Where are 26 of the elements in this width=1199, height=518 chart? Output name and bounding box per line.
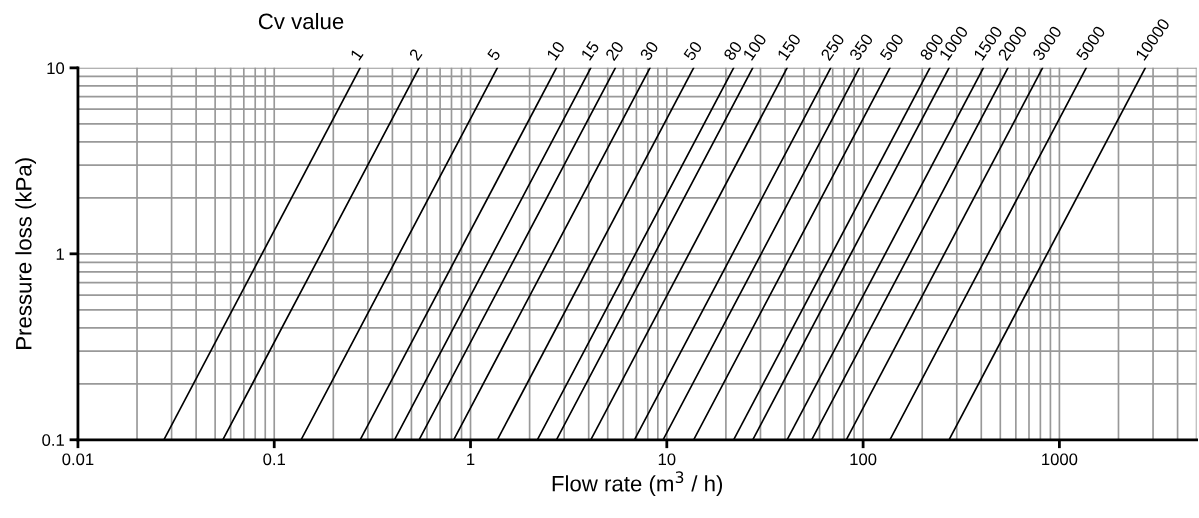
- text: 30: [639, 40, 659, 62]
- text: 100: [742, 32, 768, 61]
- text: 1: [350, 48, 364, 61]
- x-tick-label: 0.1: [263, 453, 285, 466]
- text: 150: [776, 32, 802, 61]
- x-axis-title: Flow rate (m$^{3}$ / h): [552, 471, 723, 496]
- text: 80: [723, 40, 743, 62]
- x-tick-label: 10: [658, 453, 676, 466]
- y-tick-label: 0.1: [42, 434, 64, 446]
- text: 500: [879, 32, 905, 62]
- legend-title: Cv value: [258, 12, 344, 30]
- x-tick-label: 0.01: [62, 453, 94, 466]
- text: 2: [408, 48, 423, 62]
- text: 50: [683, 40, 703, 62]
- text: 250: [820, 32, 845, 62]
- text: 10: [546, 40, 566, 61]
- y-tick-label: 10: [47, 62, 65, 75]
- x-tick-label: 100: [850, 453, 877, 466]
- text: 20: [604, 40, 625, 62]
- text: 15: [580, 40, 600, 61]
- text: 350: [848, 32, 874, 62]
- y-tick-label: 1: [56, 248, 64, 260]
- x-tick-label: 1: [467, 453, 475, 466]
- text: 5: [486, 48, 501, 62]
- y-axis-title: Pressure loss (kPa): [15, 158, 37, 349]
- x-tick-label: 1000: [1042, 453, 1078, 466]
